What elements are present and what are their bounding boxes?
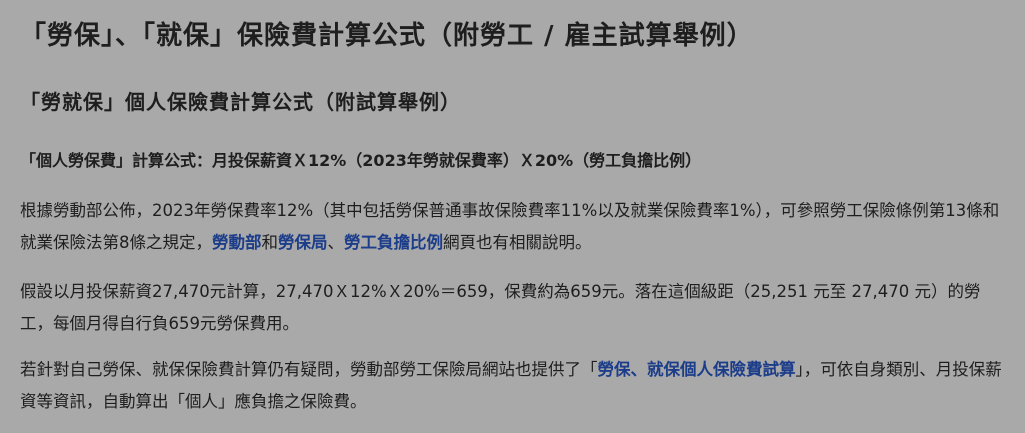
link-labor-share-ratio[interactable]: 勞工負擔比例 [344,233,443,252]
paragraph-text: 、 [327,233,345,252]
sub-heading: 「勞就保」個人保險費計算公式（附試算舉例） [20,90,461,114]
link-bureau-of-labor-insurance[interactable]: 勞保局 [278,233,328,252]
paragraph-text: 」，可依自身類別、月投保薪資等資訊，自動算出「個人」應負擔之保險費。 [20,360,1002,411]
paragraph-text: 若針對自己勞保、就保保險費計算仍有疑問，勞動部勞工保險局網站也提供了「 [20,360,598,379]
paragraph-example: 假設以月投保薪資27,470元計算，27,470Ｘ12%Ｘ20%＝659，保費約… [20,276,1010,340]
paragraph-text: 和 [261,233,279,252]
link-ministry-of-labor[interactable]: 勞動部 [212,233,262,252]
paragraph-text: 根據勞動部公佈，2023年勞保費率12%（其中包括勞保普通事故保險費率11%以及… [20,201,1000,252]
main-heading: 「勞保」、「就保」保險費計算公式（附勞工 / 雇主試算舉例） [20,21,754,51]
paragraph-rate-info: 根據勞動部公佈，2023年勞保費率12%（其中包括勞保普通事故保險費率11%以及… [20,195,1010,259]
link-premium-calculator[interactable]: 勞保、就保個人保險費試算 [597,360,796,379]
paragraph-text: 網頁也有相關說明。 [443,233,592,252]
formula-heading: 「個人勞保費」計算公式：月投保薪資Ｘ12%（2023年勞就保費率）Ｘ20%（勞工… [20,151,702,170]
paragraph-text: 假設以月投保薪資27,470元計算，27,470Ｘ12%Ｘ20%＝659，保費約… [20,282,981,333]
paragraph-calculator: 若針對自己勞保、就保保險費計算仍有疑問，勞動部勞工保險局網站也提供了「勞保、就保… [20,354,1010,418]
